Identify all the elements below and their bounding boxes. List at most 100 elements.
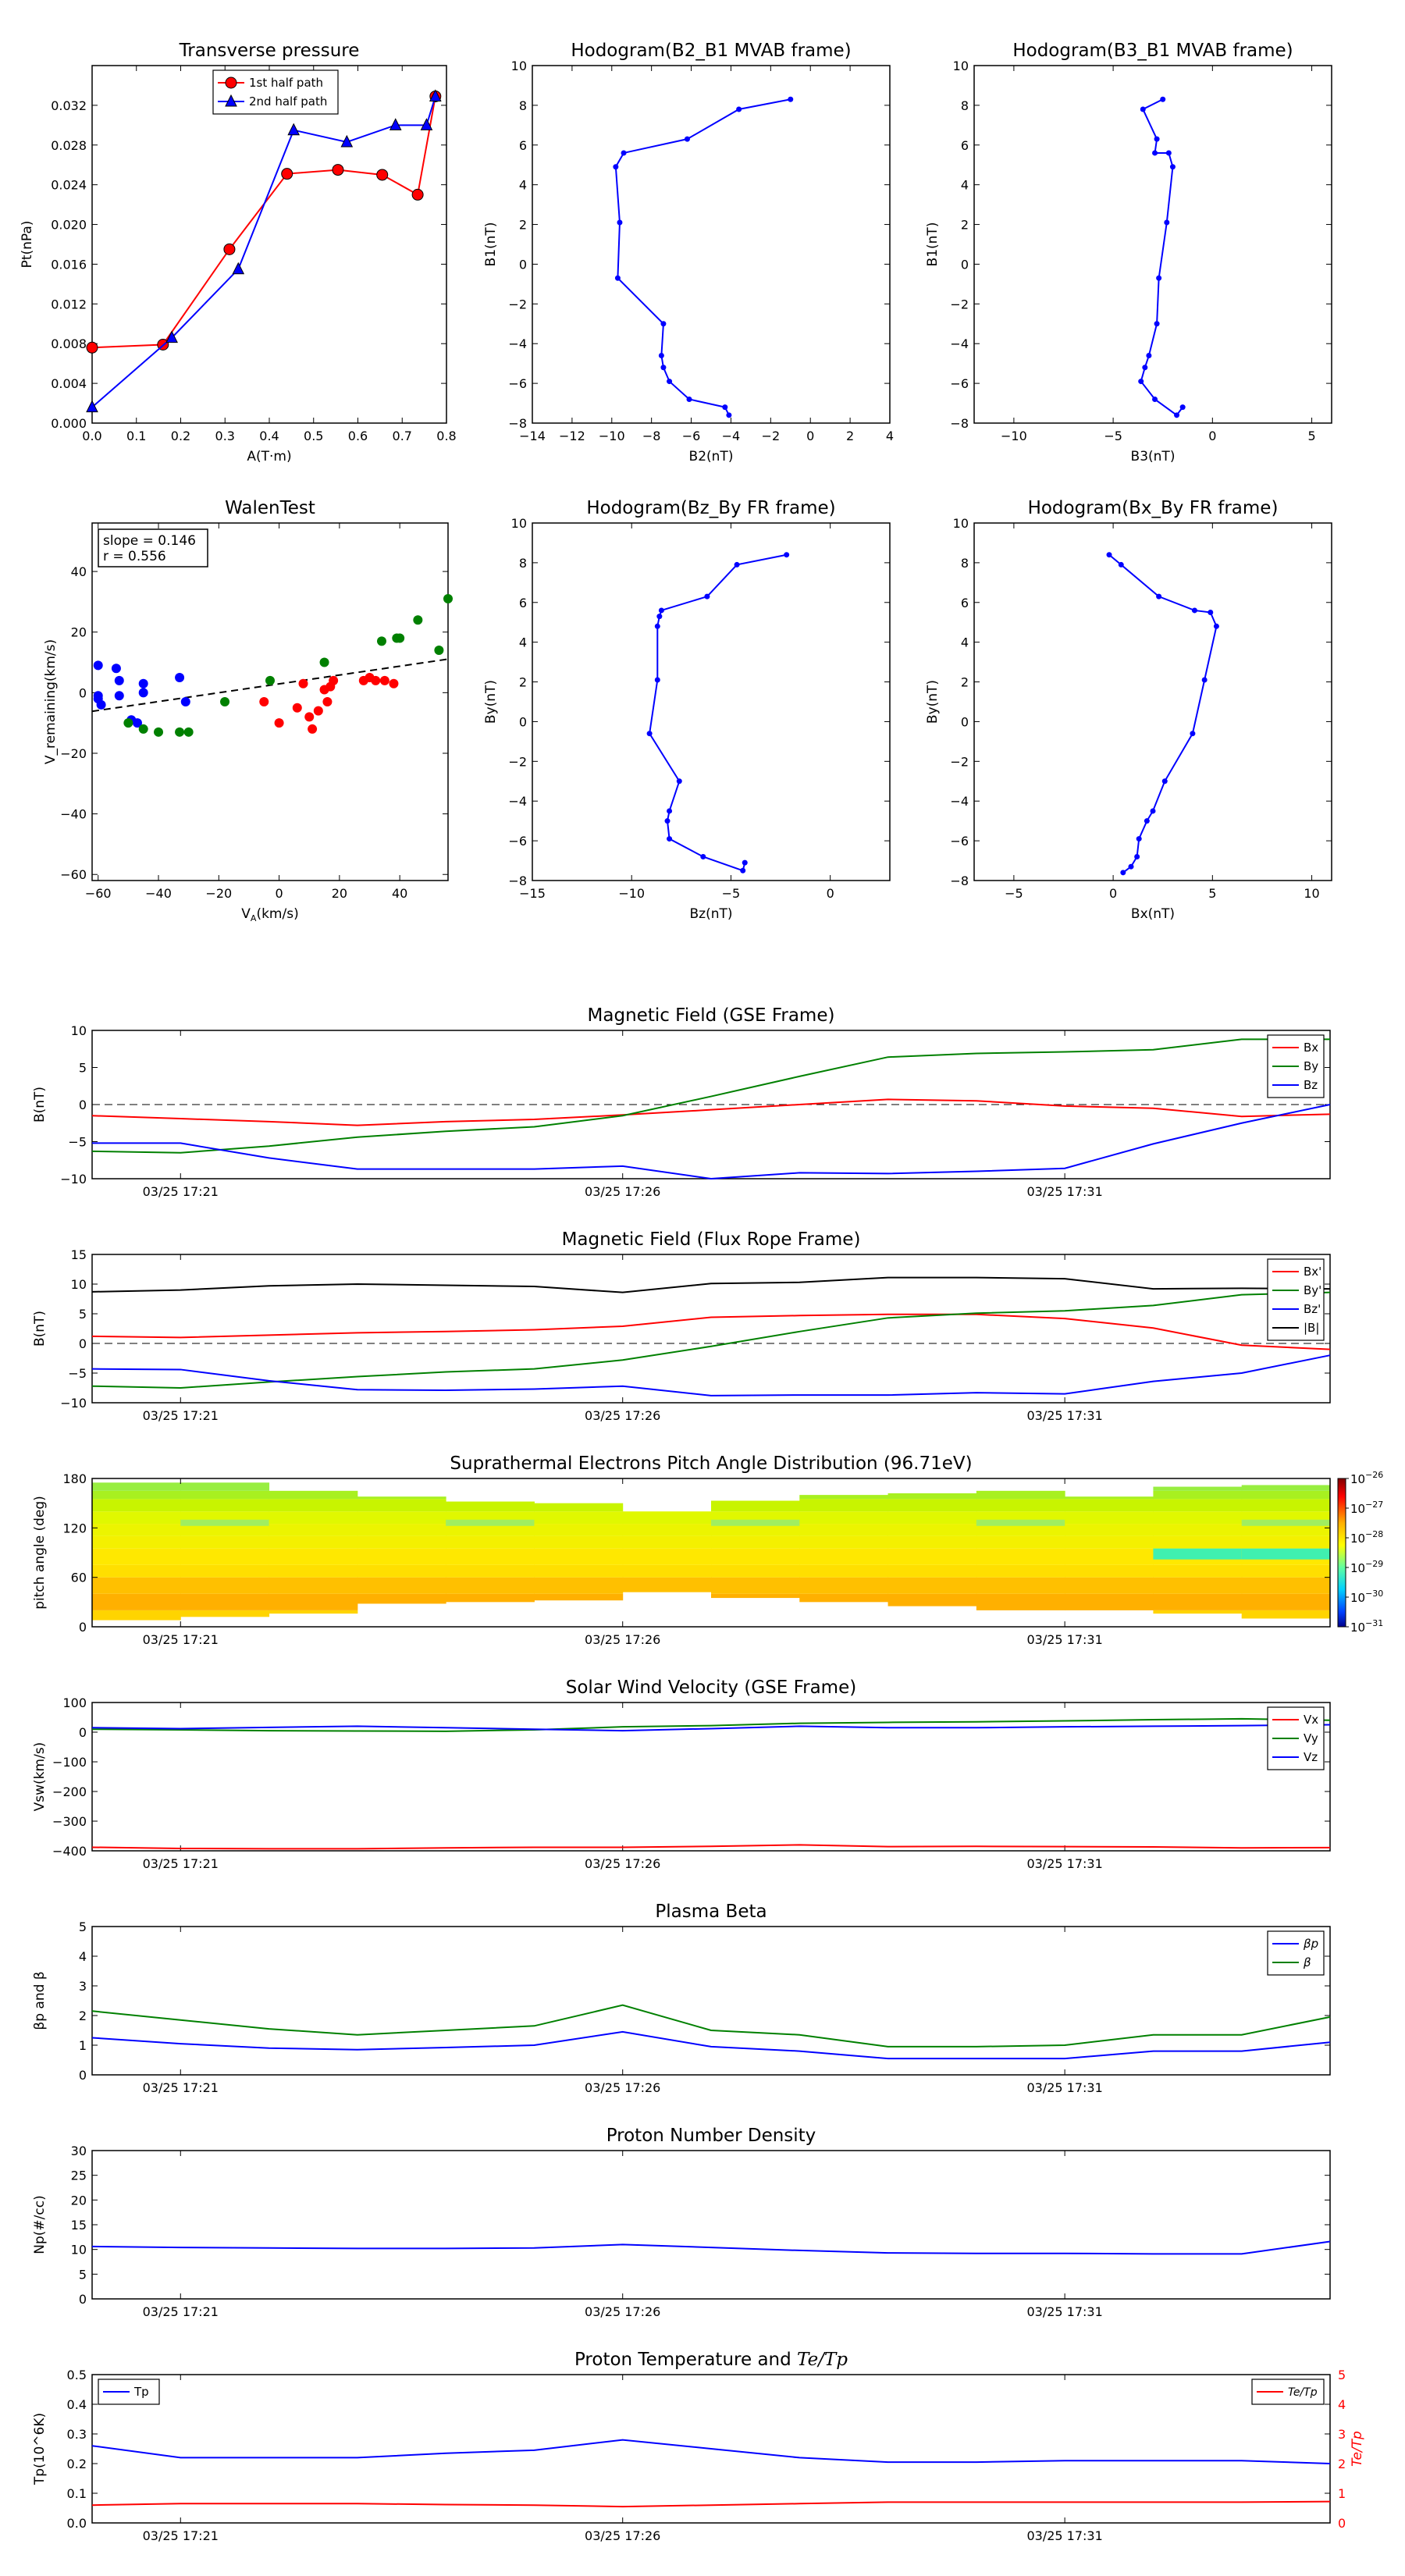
heatmap-cell — [180, 1577, 270, 1594]
heatmap-cell — [92, 1610, 181, 1621]
heatmap-cell — [887, 1493, 977, 1500]
y-tick-label: −60 — [60, 867, 87, 882]
heatmap-cell — [446, 1593, 535, 1603]
heatmap-cell — [269, 1490, 358, 1500]
y-tick-label: −4 — [508, 336, 527, 351]
chart-mag-fr: Magnetic Field (Flux Rope Frame) 03/25 17… — [32, 1229, 1331, 1423]
legend-label: By' — [1304, 1283, 1321, 1297]
x-axis-label: B3(nT) — [1131, 449, 1176, 464]
chart-title: Suprathermal Electrons Pitch Angle Distr… — [450, 1453, 972, 1474]
data-point — [395, 633, 405, 643]
axes-frame — [91, 1702, 1331, 1852]
x-tick-label: 0.7 — [393, 429, 412, 443]
heatmap-cell — [1065, 1593, 1154, 1610]
data-point — [1120, 870, 1126, 876]
data-point — [329, 675, 339, 685]
series-line-Te/Tp — [91, 2500, 1331, 2508]
y-tick-label: 0.012 — [51, 297, 87, 311]
legend: Vx Vy Vz — [1267, 1706, 1325, 1770]
y-tick-label: 25 — [71, 2169, 87, 2183]
heatmap-cell — [357, 1524, 446, 1536]
colorbar-exponent: −31 — [1365, 1618, 1383, 1628]
heatmap-cell — [887, 1499, 977, 1512]
x-tick-label: −10 — [599, 429, 625, 443]
series-line-|B| — [91, 1276, 1331, 1293]
chart-hodo-bxby: Hodogram(Bx_By FR frame) −5 0 5 10 −8 −6 −4 −2 0 2… — [925, 498, 1332, 922]
y-tick-label: −6 — [950, 376, 969, 391]
data-point — [1152, 150, 1158, 156]
heatmap-cell — [887, 1577, 977, 1594]
legend: Tp Te/Tp — [98, 2379, 1325, 2405]
axes-frame — [532, 65, 891, 424]
chart-title: Transverse pressure — [179, 41, 360, 61]
y-axis-label: Vsw(km/s) — [32, 1742, 48, 1812]
y-tick-label: 0 — [79, 1725, 87, 1740]
data-point — [700, 853, 706, 859]
legend-label: Bz — [1304, 1078, 1318, 1092]
x-tick-label: 0 — [1109, 886, 1117, 901]
heatmap-cell — [92, 1490, 181, 1500]
heatmap-cell — [711, 1524, 800, 1536]
y-tick-label: 3 — [79, 1979, 87, 1994]
series-line-series — [91, 2240, 1331, 2255]
y-tick-label: −2 — [950, 754, 969, 769]
heatmap-cell — [534, 1503, 624, 1512]
chart-np: Proton Number Density 03/25 17:21 03/25 17… — [32, 2126, 1331, 2319]
heatmap-cell — [887, 1564, 977, 1578]
heatmap-cell — [180, 1519, 270, 1526]
y-tick-label: 15 — [71, 1247, 87, 1262]
data-point — [93, 691, 103, 701]
heatmap-cell — [1241, 1490, 1331, 1500]
heatmap-cell — [269, 1548, 358, 1565]
x-tick-label: 0.0 — [82, 429, 101, 443]
x-axis-label: VA(km/s) — [241, 906, 298, 923]
data-point — [1140, 106, 1146, 112]
legend-label: |B| — [1304, 1321, 1319, 1335]
y-tick-label: 4 — [961, 635, 969, 650]
y-tick-label: 0.2 — [67, 2457, 87, 2471]
axes-frame — [91, 1926, 1331, 2076]
axes-frame — [91, 522, 449, 881]
colorbar-exponent: −26 — [1365, 1470, 1383, 1480]
x-tick-label: −6 — [682, 429, 701, 443]
x-tick-label: −14 — [519, 429, 546, 443]
heatmap-cell — [622, 1564, 712, 1578]
heatmap-cell — [534, 1511, 624, 1525]
heatmap-cell — [269, 1593, 358, 1610]
data-point — [274, 718, 284, 728]
y-tick-label: 0.032 — [51, 98, 87, 113]
heatmap-cell — [446, 1535, 535, 1549]
data-point — [96, 699, 106, 710]
colorbar — [1337, 1478, 1346, 1628]
y-tick-label: 2 — [519, 675, 527, 690]
data-point — [154, 727, 164, 737]
y-tick-label: 60 — [71, 1571, 87, 1585]
data-point — [322, 697, 333, 706]
y-tick-label: 2 — [519, 218, 527, 233]
series-line-Bx — [91, 1098, 1331, 1126]
legend-label: 1st half path — [249, 76, 323, 90]
data-point — [1154, 321, 1160, 327]
data-point — [1161, 778, 1168, 785]
data-point — [319, 657, 329, 667]
colorbar-label: 10−31 — [1350, 1618, 1383, 1635]
heatmap-cell — [1065, 1564, 1154, 1578]
y-tick-label: 0 — [519, 257, 527, 272]
y-tick-label: −5 — [68, 1135, 87, 1150]
chart-title: Solar Wind Velocity (GSE Frame) — [566, 1678, 856, 1698]
legend-label: 2nd half path — [249, 94, 327, 109]
x-tick-label: −4 — [722, 429, 741, 443]
data-point — [340, 134, 354, 148]
heatmap-cell — [180, 1548, 270, 1565]
data-point — [1201, 677, 1208, 683]
y-tick-label: 0 — [79, 1620, 87, 1635]
data-point — [1174, 412, 1180, 418]
heatmap-cell — [534, 1593, 624, 1601]
heatmap-cell — [269, 1577, 358, 1594]
heatmap-cell — [357, 1564, 446, 1578]
y-tick-label: 0 — [519, 714, 527, 729]
y-tick-label: −2 — [508, 754, 527, 769]
y-tick-label: −40 — [60, 807, 87, 822]
